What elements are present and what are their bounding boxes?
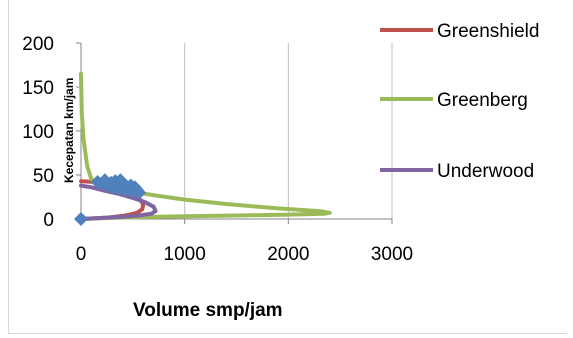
y-tick-label: 0 [43,210,54,231]
y-tick-label: 50 [33,166,54,187]
x-tick-label: 1000 [164,244,206,265]
series-group [79,71,332,221]
series-line-greenberg [79,71,332,221]
legend-label-greenberg: Greenberg [437,90,528,111]
x-tick-label: 2000 [267,244,309,265]
chart-area [8,0,567,334]
data-point-marker [74,212,88,226]
y-tick-label: 200 [22,34,54,55]
legend-label-greenshield: Greenshield [437,21,539,42]
x-tick-label: 3000 [371,244,413,265]
y-tick-label: 150 [22,78,54,99]
legend: Greenshield Greenberg Underwood [380,21,539,182]
x-tick-label: 0 [76,244,87,265]
data-point-marker [132,185,147,200]
legend-label-underwood: Underwood [437,161,534,182]
y-axis-title: Kecepatan km/jam [62,78,76,183]
y-tick-label: 100 [22,122,54,143]
x-axis-title: Volume smp/jam [133,300,283,321]
marker-group [74,173,147,226]
